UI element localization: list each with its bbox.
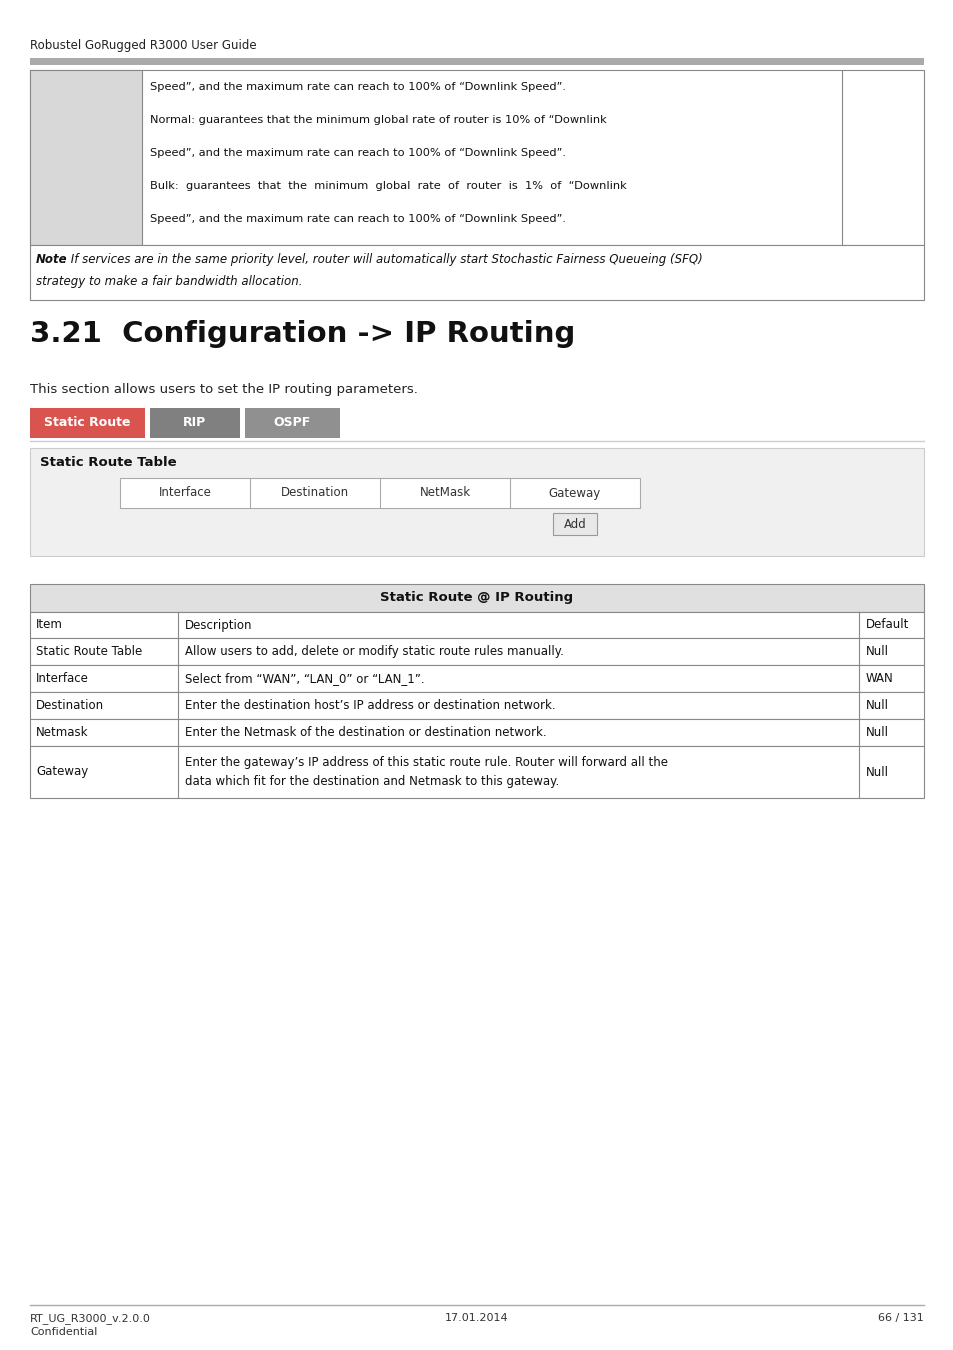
Bar xyxy=(30,747,923,798)
Text: Null: Null xyxy=(865,645,888,657)
Text: Enter the Netmask of the destination or destination network.: Enter the Netmask of the destination or … xyxy=(185,726,546,738)
Text: 66 / 131: 66 / 131 xyxy=(878,1314,923,1323)
Text: Select from “WAN”, “LAN_0” or “LAN_1”.: Select from “WAN”, “LAN_0” or “LAN_1”. xyxy=(185,672,424,684)
Text: This section allows users to set the IP routing parameters.: This section allows users to set the IP … xyxy=(30,383,417,396)
Bar xyxy=(30,70,142,244)
Text: Default: Default xyxy=(865,618,908,632)
Text: Netmask: Netmask xyxy=(36,726,89,738)
Text: Static Route @ IP Routing: Static Route @ IP Routing xyxy=(380,591,573,605)
Text: Destination: Destination xyxy=(36,699,104,711)
Text: RT_UG_R3000_v.2.0.0: RT_UG_R3000_v.2.0.0 xyxy=(30,1314,151,1324)
Text: Speed”, and the maximum rate can reach to 100% of “Downlink Speed”.: Speed”, and the maximum rate can reach t… xyxy=(150,82,565,92)
Text: : If services are in the same priority level, router will automatically start St: : If services are in the same priority l… xyxy=(63,252,702,266)
Text: Robustel GoRugged R3000 User Guide: Robustel GoRugged R3000 User Guide xyxy=(30,39,256,53)
Text: Null: Null xyxy=(865,699,888,711)
Text: Interface: Interface xyxy=(36,672,89,684)
Bar xyxy=(30,70,923,244)
Text: WAN: WAN xyxy=(865,672,893,684)
Bar xyxy=(553,513,597,535)
Text: Null: Null xyxy=(865,765,888,779)
Text: Destination: Destination xyxy=(280,486,349,500)
Text: Description: Description xyxy=(185,618,253,632)
Text: Gateway: Gateway xyxy=(548,486,600,500)
Text: 3.21  Configuration -> IP Routing: 3.21 Configuration -> IP Routing xyxy=(30,320,575,348)
Text: 17.01.2014: 17.01.2014 xyxy=(445,1314,508,1323)
Text: Static Route Table: Static Route Table xyxy=(36,645,142,657)
Text: Enter the gateway’s IP address of this static route rule. Router will forward al: Enter the gateway’s IP address of this s… xyxy=(185,756,667,770)
Text: NetMask: NetMask xyxy=(419,486,470,500)
Text: Add: Add xyxy=(563,517,586,531)
Bar xyxy=(30,666,923,693)
Bar xyxy=(30,720,923,747)
Bar xyxy=(150,408,240,437)
Text: RIP: RIP xyxy=(183,417,207,429)
Bar xyxy=(245,408,339,437)
Text: Interface: Interface xyxy=(158,486,212,500)
Text: Null: Null xyxy=(865,726,888,738)
Text: Item: Item xyxy=(36,618,63,632)
Bar xyxy=(30,693,923,720)
Bar xyxy=(30,244,923,300)
Text: Confidential: Confidential xyxy=(30,1327,97,1336)
Text: Speed”, and the maximum rate can reach to 100% of “Downlink Speed”.: Speed”, and the maximum rate can reach t… xyxy=(150,148,565,158)
Bar xyxy=(30,639,923,666)
Text: Speed”, and the maximum rate can reach to 100% of “Downlink Speed”.: Speed”, and the maximum rate can reach t… xyxy=(150,215,565,224)
Text: strategy to make a fair bandwidth allocation.: strategy to make a fair bandwidth alloca… xyxy=(36,275,302,288)
Text: Bulk:  guarantees  that  the  minimum  global  rate  of  router  is  1%  of  “Do: Bulk: guarantees that the minimum global… xyxy=(150,181,626,190)
Text: data which fit for the destination and Netmask to this gateway.: data which fit for the destination and N… xyxy=(185,775,558,788)
Text: Note: Note xyxy=(36,252,68,266)
Text: Enter the destination host’s IP address or destination network.: Enter the destination host’s IP address … xyxy=(185,699,555,711)
Text: Static Route Table: Static Route Table xyxy=(40,456,176,468)
Bar xyxy=(30,58,923,65)
Bar xyxy=(30,448,923,556)
Text: Allow users to add, delete or modify static route rules manually.: Allow users to add, delete or modify sta… xyxy=(185,645,563,657)
Text: Normal: guarantees that the minimum global rate of router is 10% of “Downlink: Normal: guarantees that the minimum glob… xyxy=(150,115,606,126)
Bar xyxy=(30,408,145,437)
Text: OSPF: OSPF xyxy=(274,417,311,429)
Bar xyxy=(120,478,639,508)
Text: Static Route: Static Route xyxy=(44,417,131,429)
Text: Gateway: Gateway xyxy=(36,765,89,779)
Bar xyxy=(30,612,923,639)
Bar xyxy=(30,585,923,612)
